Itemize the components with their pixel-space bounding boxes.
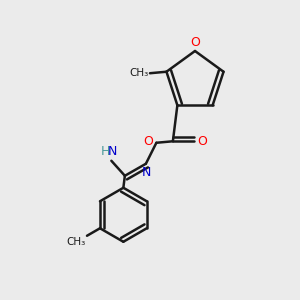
Text: CH₃: CH₃: [66, 237, 85, 247]
Text: O: O: [143, 135, 153, 148]
Text: O: O: [190, 37, 200, 50]
Text: O: O: [197, 135, 207, 148]
Text: H: H: [100, 146, 110, 158]
Text: CH₃: CH₃: [130, 68, 149, 78]
Text: N: N: [107, 146, 117, 158]
Text: N: N: [142, 166, 151, 179]
